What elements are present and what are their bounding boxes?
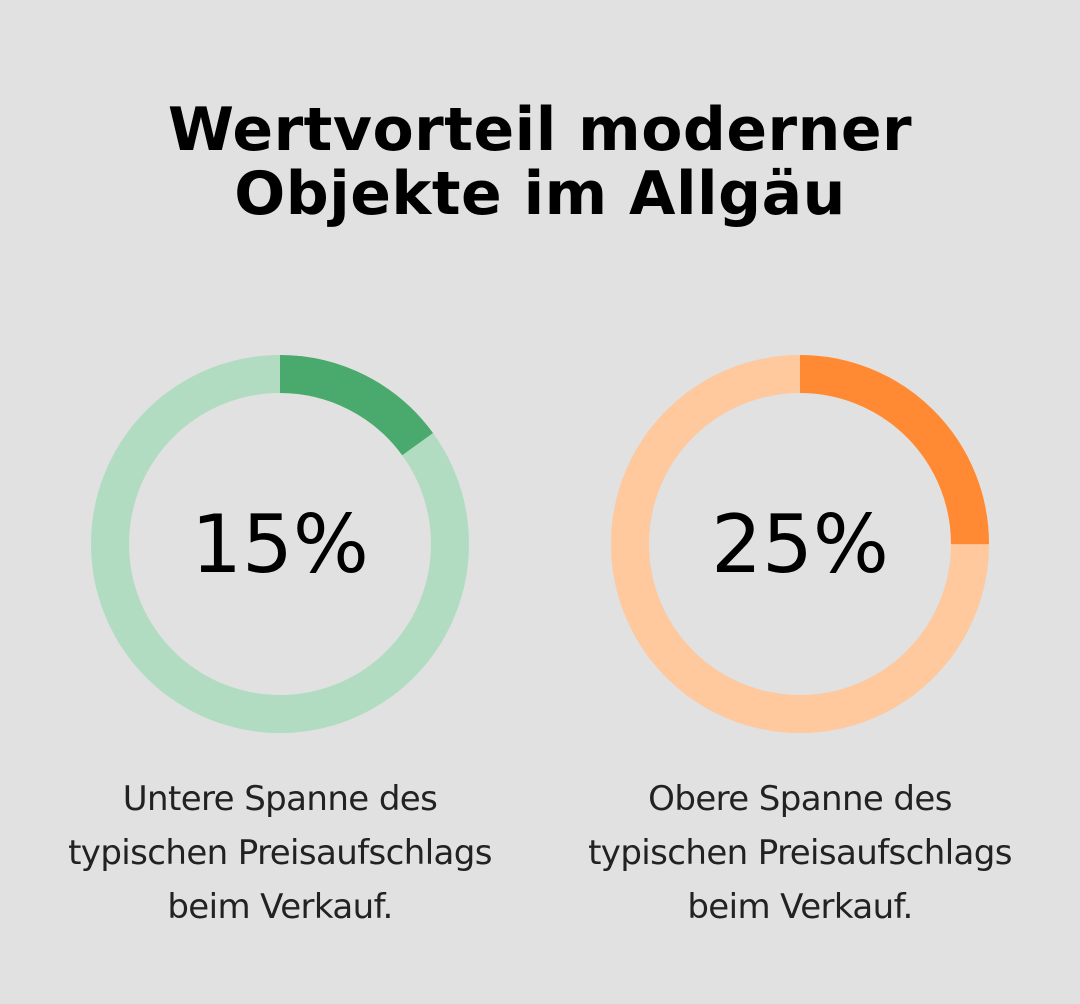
- caption-upper-line-2: typischen Preisaufschlags: [588, 833, 1012, 873]
- title-line-2: Objekte im Allgäu: [234, 159, 846, 229]
- title-line-1: Wertvorteil moderner: [167, 95, 913, 165]
- donut-chart-upper: 25%: [611, 355, 989, 733]
- donut-svg-lower: [91, 355, 469, 733]
- caption-upper-line-3: beim Verkauf.: [687, 887, 913, 927]
- caption-upper: Obere Spanne des typischen Preisaufschla…: [540, 772, 1060, 934]
- caption-lower-line-1: Untere Spanne des: [122, 779, 438, 819]
- donut-segment-lower: [91, 355, 469, 733]
- value-label-lower: 15%: [191, 497, 369, 591]
- caption-lower-line-3: beim Verkauf.: [167, 887, 393, 927]
- value-label-upper: 25%: [711, 497, 889, 591]
- donut-chart-lower: 15%: [91, 355, 469, 733]
- page-title: Wertvorteil moderner Objekte im Allgäu: [0, 98, 1080, 226]
- donut-svg-upper: [611, 355, 989, 733]
- caption-lower: Untere Spanne des typischen Preisaufschl…: [20, 772, 540, 934]
- caption-lower-line-2: typischen Preisaufschlags: [68, 833, 492, 873]
- donut-segment-upper: [611, 355, 989, 733]
- caption-upper-line-1: Obere Spanne des: [648, 779, 952, 819]
